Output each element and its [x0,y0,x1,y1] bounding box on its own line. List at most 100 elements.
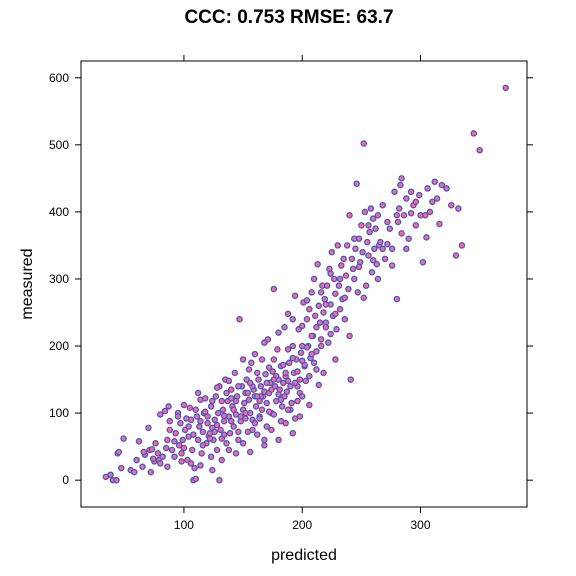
data-point [403,245,410,253]
data-point [336,275,344,283]
data-point [377,238,384,246]
data-point [306,401,313,409]
data-point [348,255,356,263]
data-point [270,356,278,363]
data-point [178,450,185,457]
data-point [317,342,325,350]
data-point [369,256,377,264]
data-point [258,406,266,414]
data-point [268,386,275,393]
data-point [216,476,223,484]
data-point [308,289,315,296]
data-point [314,260,321,268]
data-point [254,369,261,377]
data-point [443,185,450,192]
data-point [330,275,338,283]
data-point [325,339,332,346]
data-point [393,212,401,219]
data-point [412,198,420,206]
data-point [328,248,336,256]
data-point [220,431,228,438]
data-point [289,354,297,362]
data-point [332,356,339,363]
y-tick-label: 400 [49,205,69,219]
data-point [270,376,278,383]
data-point [204,419,211,427]
data-point [280,361,287,369]
data-point [327,330,334,338]
data-point [298,357,306,365]
data-point [332,290,339,297]
data-point [115,448,123,456]
data-point [364,238,371,246]
data-point [284,346,292,353]
data-point [338,262,345,269]
data-point [361,208,369,216]
data-point [235,383,242,390]
data-point [359,248,366,256]
data-point [177,419,184,427]
data-point [294,368,301,375]
data-point [196,423,203,430]
data-point [393,295,401,303]
data-point [336,305,344,313]
data-point [291,292,299,299]
plot-frame [80,60,528,508]
data-point [284,310,292,318]
data-point [285,359,293,367]
data-point [226,429,234,437]
data-point [412,222,420,229]
data-point [245,396,253,403]
y-axis-label: measured [19,248,36,319]
data-point [362,282,370,289]
data-point [448,201,455,209]
data-point [171,438,178,445]
data-point [374,212,382,219]
data-point [239,440,247,447]
data-point [277,396,285,403]
data-point [241,399,248,407]
data-point [130,468,138,476]
data-point [166,417,173,425]
data-point [282,369,289,377]
data-point [394,218,402,226]
data-point [278,403,286,410]
data-point [213,384,221,391]
data-point [117,464,125,472]
data-point [225,377,233,385]
data-point [186,404,194,411]
data-point [365,222,372,229]
data-point [502,84,509,92]
data-point [417,212,424,219]
data-point [388,245,396,253]
data-point [197,417,204,425]
data-point [220,412,228,420]
data-point [317,336,325,343]
data-point [455,205,462,212]
data-point [346,212,353,219]
data-point [289,342,297,350]
chart-title: CCC: 0.753 RMSE: 63.7 [184,7,393,28]
data-point [239,356,247,363]
data-point [212,393,220,400]
data-point [423,234,430,241]
data-point [152,440,159,447]
data-point [232,450,240,457]
data-point [334,242,341,249]
data-point [178,458,185,465]
data-point [476,146,483,154]
data-point [360,294,367,301]
data-point [268,426,275,434]
data-point [351,235,358,242]
data-point [165,403,172,410]
data-point [366,228,373,236]
data-point [157,460,164,467]
data-point [355,263,363,271]
data-point [244,389,252,397]
data-point [347,376,354,383]
data-point [345,285,352,293]
data-point [313,348,320,355]
data-point [242,415,249,422]
data-point [322,324,330,331]
